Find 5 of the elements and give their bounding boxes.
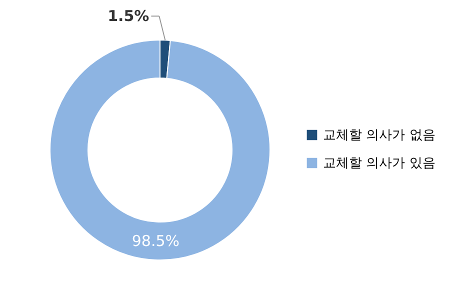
legend-label: 교체할 의사가 없음 [323, 128, 436, 143]
data-label: 98.5% [132, 232, 180, 250]
donut-slice [50, 40, 270, 260]
data-label: 1.5% [108, 7, 150, 26]
legend-label: 교체할 의사가 있음 [323, 156, 436, 171]
